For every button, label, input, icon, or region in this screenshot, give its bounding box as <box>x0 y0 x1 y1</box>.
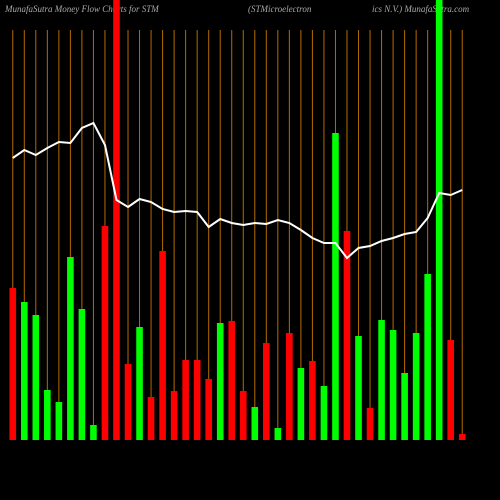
bar <box>124 364 132 440</box>
bar <box>101 226 109 440</box>
bar <box>332 133 339 440</box>
bar <box>366 408 374 440</box>
bar <box>320 386 328 440</box>
bar <box>67 257 74 440</box>
bar <box>389 330 397 440</box>
bar <box>263 343 270 440</box>
bar <box>458 434 466 440</box>
bar <box>447 340 455 440</box>
bar <box>32 315 40 440</box>
bar <box>216 323 224 440</box>
bar <box>20 302 28 440</box>
bar <box>401 373 408 440</box>
bar <box>90 425 97 440</box>
chart-subtitle: (STMicroelectron <box>248 4 312 14</box>
bar <box>435 0 443 440</box>
bar <box>309 361 316 440</box>
bar <box>343 231 351 440</box>
money-flow-line <box>12 121 463 260</box>
bar <box>193 360 201 440</box>
bar <box>78 309 86 440</box>
chart-title: MunafaSutra Money Flow Charts for STM <box>4 4 159 14</box>
bar <box>297 368 305 440</box>
bar <box>228 321 236 440</box>
bar <box>239 391 247 440</box>
chart-subtitle: ics N.V.) MunafaSutra.com <box>372 4 470 14</box>
bar <box>274 428 282 440</box>
bar <box>55 402 63 440</box>
bar <box>251 407 259 440</box>
bar <box>9 288 17 440</box>
bar <box>355 336 362 440</box>
bar <box>412 333 420 440</box>
bar <box>170 391 178 440</box>
bar <box>113 0 120 440</box>
bar <box>205 379 212 440</box>
bar <box>44 390 51 440</box>
bar <box>182 360 189 440</box>
bar <box>159 251 166 440</box>
bar <box>286 333 293 440</box>
bar <box>147 397 155 440</box>
bar <box>424 274 431 440</box>
bar <box>378 320 385 440</box>
bar <box>136 327 143 440</box>
